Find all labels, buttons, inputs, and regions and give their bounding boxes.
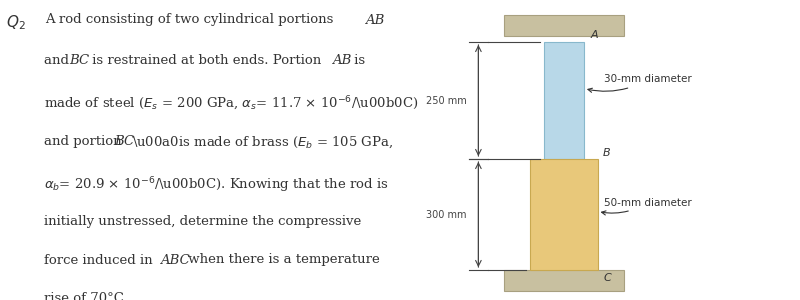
Text: BC: BC (114, 135, 134, 148)
Text: 250 mm: 250 mm (426, 95, 466, 106)
Text: force induced in: force induced in (44, 254, 157, 266)
Text: BC: BC (70, 54, 90, 67)
Text: A: A (590, 31, 598, 40)
Text: A rod consisting of two cylindrical portions: A rod consisting of two cylindrical port… (45, 14, 338, 26)
Text: AB: AB (365, 14, 384, 26)
Text: $\mathit{Q}_2$: $\mathit{Q}_2$ (6, 14, 26, 32)
Text: ABC: ABC (160, 254, 190, 266)
Text: 300 mm: 300 mm (426, 209, 466, 220)
Bar (504, 270, 624, 291)
Text: when there is a temperature: when there is a temperature (184, 254, 380, 266)
Text: rise of 70°C.: rise of 70°C. (44, 292, 128, 300)
Text: \u00a0is made of brass ($E_b$ = 105 GPa,: \u00a0is made of brass ($E_b$ = 105 GPa, (132, 135, 393, 151)
Text: 30-mm diameter: 30-mm diameter (588, 74, 692, 92)
Text: 50-mm diameter: 50-mm diameter (602, 197, 692, 215)
Text: and: and (44, 54, 74, 67)
Text: B: B (603, 148, 611, 158)
Text: initially unstressed, determine the compressive: initially unstressed, determine the comp… (44, 214, 362, 227)
Text: $\alpha_b$= 20.9 $\times$ 10$^{-6}$/\u00b0C). Knowing that the rod is: $\alpha_b$= 20.9 $\times$ 10$^{-6}$/\u00… (44, 176, 389, 195)
Text: is restrained at both ends. Portion: is restrained at both ends. Portion (88, 54, 326, 67)
Text: AB: AB (332, 54, 351, 67)
Text: C: C (603, 273, 611, 283)
Text: is: is (350, 54, 365, 67)
Bar (530, 159, 598, 270)
Bar (504, 15, 624, 36)
Text: made of steel ($E_s$ = 200 GPa, $\alpha_s$= 11.7 $\times$ 10$^{-6}$/\u00b0C): made of steel ($E_s$ = 200 GPa, $\alpha_… (44, 94, 418, 112)
Bar (544, 42, 584, 159)
Text: and portion: and portion (44, 135, 126, 148)
